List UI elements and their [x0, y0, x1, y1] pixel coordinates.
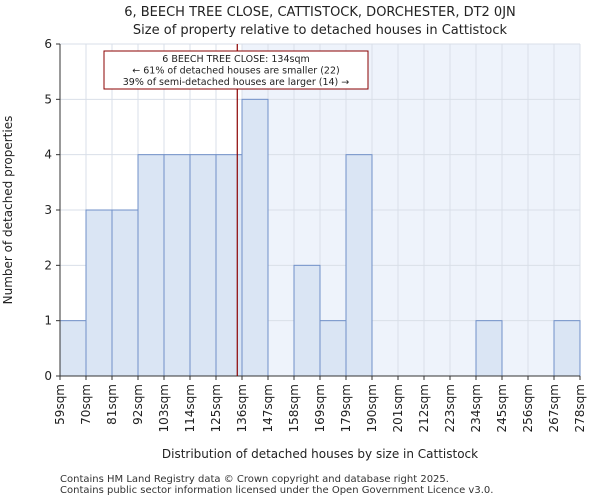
y-tick-label: 4	[44, 148, 52, 162]
x-tick-label: 234sqm	[469, 384, 483, 432]
y-tick-label: 5	[44, 92, 52, 106]
histogram-bar	[553, 320, 581, 377]
y-tick-label: 6	[44, 37, 52, 51]
histogram-bar	[85, 209, 113, 377]
histogram-bar	[111, 209, 139, 377]
footer: Contains HM Land Registry data © Crown c…	[60, 474, 493, 496]
histogram-bar	[215, 154, 243, 377]
y-tick-label: 0	[44, 369, 52, 383]
x-tick-label: 136sqm	[235, 384, 249, 432]
x-tick-label: 70sqm	[79, 384, 93, 425]
annotation-line-1: 6 BEECH TREE CLOSE: 134sqm	[162, 54, 310, 65]
x-tick-label: 245sqm	[495, 384, 509, 432]
x-tick-label: 158sqm	[287, 384, 301, 432]
x-tick-label: 190sqm	[365, 384, 379, 432]
histogram-bar	[345, 154, 373, 377]
histogram-bar	[293, 264, 321, 377]
chart-title-line2: Size of property relative to detached ho…	[133, 23, 508, 38]
x-tick-label: 267sqm	[547, 384, 561, 432]
x-tick-label: 169sqm	[313, 384, 327, 432]
x-tick-label: 256sqm	[521, 384, 535, 432]
x-tick-label: 59sqm	[53, 384, 67, 425]
histogram-bar	[475, 320, 503, 377]
y-tick-label: 3	[44, 203, 52, 217]
x-tick-label: 92sqm	[131, 384, 145, 425]
annotation-line-3: 39% of semi-detached houses are larger (…	[123, 77, 350, 88]
x-tick-label: 223sqm	[443, 384, 457, 432]
x-tick-label: 147sqm	[261, 384, 275, 432]
x-tick-label: 114sqm	[183, 384, 197, 432]
chart-title-line1: 6, BEECH TREE CLOSE, CATTISTOCK, DORCHES…	[124, 5, 516, 20]
y-tick-label: 2	[44, 258, 52, 272]
histogram-bar	[163, 154, 191, 377]
histogram-bar	[59, 320, 87, 377]
histogram-bar	[241, 98, 269, 377]
plot-area: 0 1 2 3 4 5 6 59sqm 70sqm 81sqm 92sqm 103sqm 114sqm 1…	[44, 37, 587, 432]
histogram-bar	[189, 154, 217, 377]
footer-line1: Contains HM Land Registry data © Crown c…	[60, 474, 449, 485]
x-tick-label: 278sqm	[573, 384, 587, 432]
x-tick-label: 103sqm	[157, 384, 171, 432]
histogram-bar	[137, 154, 165, 377]
x-tick-label: 201sqm	[391, 384, 405, 432]
histogram-bar	[319, 320, 347, 377]
x-tick-label: 179sqm	[339, 384, 353, 432]
x-axis-label: Distribution of detached houses by size …	[162, 447, 478, 461]
y-tick-label: 1	[44, 314, 52, 328]
y-axis-label: Number of detached properties	[1, 116, 15, 305]
annotation-line-2: ← 61% of detached houses are smaller (22…	[132, 66, 339, 77]
annotation-box	[103, 50, 369, 90]
x-tick-label: 212sqm	[417, 384, 431, 432]
footer-line2: Contains public sector information licen…	[60, 485, 494, 496]
x-tick-label: 125sqm	[209, 384, 223, 432]
x-tick-label: 81sqm	[105, 384, 119, 425]
